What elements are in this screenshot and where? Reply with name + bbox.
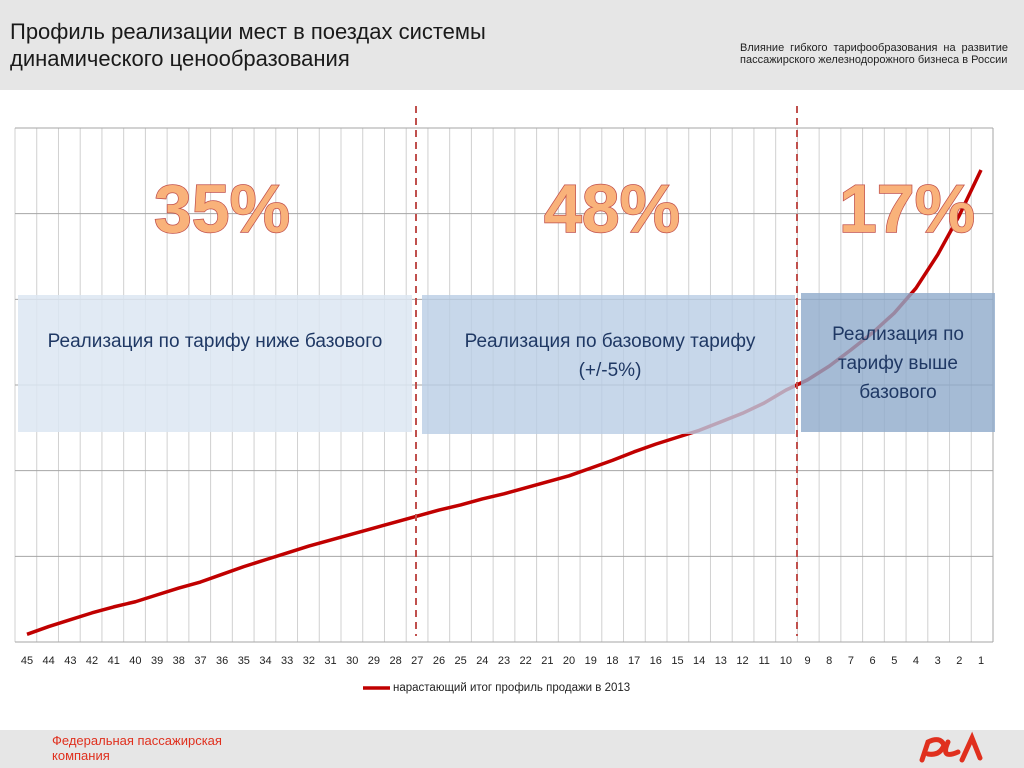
x-tick-label: 26 <box>433 655 445 667</box>
x-tick-label: 34 <box>259 655 271 667</box>
x-tick-label: 10 <box>780 655 792 667</box>
x-tick-label: 12 <box>736 655 748 667</box>
x-tick-label: 43 <box>64 655 76 667</box>
footer-band <box>0 730 1024 768</box>
x-tick-label: 15 <box>671 655 683 667</box>
section-box <box>422 295 795 434</box>
x-tick-label: 42 <box>86 655 98 667</box>
x-tick-label: 17 <box>628 655 640 667</box>
x-tick-label: 33 <box>281 655 293 667</box>
x-tick-label: 6 <box>870 655 876 667</box>
x-tick-label: 20 <box>563 655 575 667</box>
x-tick-label: 21 <box>541 655 553 667</box>
slide-subtitle: Влияние гибкого тарифообразования на раз… <box>740 42 1008 66</box>
section-share: 35% <box>154 171 290 247</box>
x-tick-label: 2 <box>956 655 962 667</box>
x-tick-label: 4 <box>913 655 919 667</box>
section-share: 17% <box>839 171 975 247</box>
x-tick-label: 5 <box>891 655 897 667</box>
header-band <box>0 0 1024 90</box>
x-tick-label: 22 <box>520 655 532 667</box>
x-tick-label: 35 <box>238 655 250 667</box>
x-tick-label: 40 <box>129 655 141 667</box>
x-tick-label: 31 <box>324 655 336 667</box>
x-tick-label: 9 <box>804 655 810 667</box>
x-tick-label: 25 <box>455 655 467 667</box>
section-box <box>18 295 412 432</box>
x-tick-label: 44 <box>43 655 55 667</box>
x-tick-label: 36 <box>216 655 228 667</box>
x-tick-label: 29 <box>368 655 380 667</box>
x-tick-label: 16 <box>650 655 662 667</box>
x-tick-label: 32 <box>303 655 315 667</box>
x-tick-label: 28 <box>389 655 401 667</box>
x-tick-label: 37 <box>194 655 206 667</box>
section-label: Реализация по тарифу выше базового <box>832 324 964 403</box>
x-tick-label: 11 <box>758 655 769 667</box>
x-tick-label: 23 <box>498 655 510 667</box>
x-tick-label: 18 <box>606 655 618 667</box>
company-name: Федеральная пассажирская компания <box>52 733 222 763</box>
x-tick-label: 24 <box>476 655 488 667</box>
slide-title: Профиль реализации мест в поездах систем… <box>10 19 486 71</box>
x-tick-label: 13 <box>715 655 727 667</box>
x-tick-label: 27 <box>411 655 423 667</box>
legend-label: нарастающий итог профиль продажи в 2013 <box>393 682 630 694</box>
x-tick-label: 38 <box>173 655 185 667</box>
section-box <box>801 293 995 432</box>
x-tick-label: 1 <box>978 655 984 667</box>
section-share: 48% <box>544 171 680 247</box>
x-tick-label: 41 <box>108 655 120 667</box>
x-tick-label: 7 <box>848 655 854 667</box>
x-tick-label: 8 <box>826 655 832 667</box>
x-tick-label: 19 <box>585 655 597 667</box>
x-tick-label: 3 <box>935 655 941 667</box>
x-tick-label: 14 <box>693 655 705 667</box>
x-tick-label: 30 <box>346 655 358 667</box>
section-label: Реализация по базовому тарифу (+/-5%) <box>464 331 756 381</box>
x-tick-label: 45 <box>21 655 33 667</box>
x-tick-label: 39 <box>151 655 163 667</box>
section-label: Реализация по тарифу ниже базового <box>47 331 383 352</box>
